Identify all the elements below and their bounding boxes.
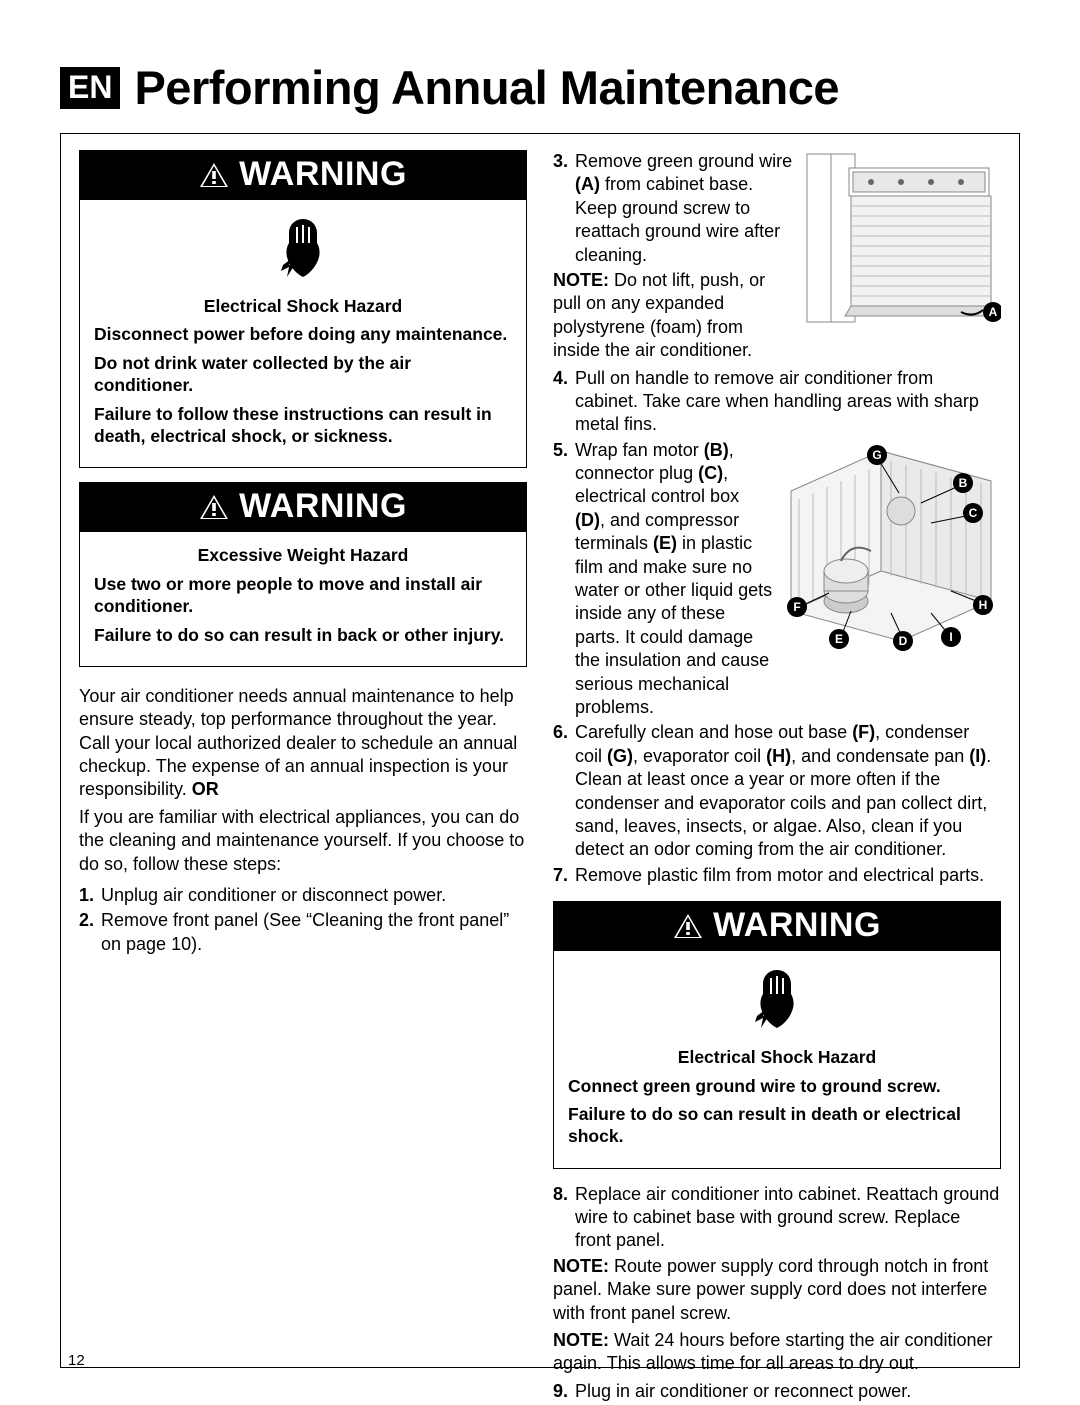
step-5: 5. Wrap fan motor (B), connector plug (C… [553,439,773,720]
page-title: Performing Annual Maintenance [134,60,839,115]
warning-body-1: Electrical Shock Hazard Disconnect power… [80,295,526,467]
figure-internals: G B C H I D E F [781,443,1001,653]
warning2-line-1: Failure to do so can result in back or o… [94,624,512,646]
svg-text:C: C [969,506,978,520]
step-9-block: 9. Plug in air conditioner or reconnect … [553,1380,1001,1403]
step-6: 6. Carefully clean and hose out base (F)… [553,721,1001,861]
step-7: 7. Remove plastic film from motor and el… [553,864,1001,887]
warning1-heading: Electrical Shock Hazard [94,295,512,317]
intro-p1: Your air conditioner needs annual mainte… [79,686,517,800]
warning-box-2: WARNING Excessive Weight Hazard Use two … [79,482,527,667]
svg-text:F: F [793,600,800,614]
intro-or: OR [192,779,219,799]
warning-bar: WARNING [554,902,1000,951]
svg-text:G: G [872,448,881,462]
title-row: EN Performing Annual Maintenance [60,60,1020,115]
warning-word: WARNING [239,155,407,194]
page-number: 12 [68,1352,85,1369]
note-3: NOTE: Wait 24 hours before starting the … [553,1329,1001,1376]
content-frame: WARNING Electrical Shock Hazard Disconne… [60,133,1020,1368]
alert-triangle-icon [199,494,229,520]
svg-text:I: I [949,630,952,644]
intro-text: Your air conditioner needs annual mainte… [79,685,527,876]
warning1-line-1: Do not drink water collected by the air … [94,352,512,397]
note-2: NOTE: Route power supply cord through no… [553,1255,1001,1325]
warning1-line-2: Failure to follow these instructions can… [94,403,512,448]
shock-hazard-icon [80,200,526,295]
step-4-block: 4. Pull on handle to remove air conditio… [553,367,1001,437]
step-3: 3. Remove green ground wire (A) from cab… [553,150,793,267]
step-6-block: 6. Carefully clean and hose out base (F)… [553,721,1001,887]
warning1-line-0: Disconnect power before doing any mainte… [94,323,512,345]
warning-word: WARNING [713,906,881,945]
svg-text:E: E [835,632,843,646]
warning-word: WARNING [239,487,407,526]
language-badge: EN [60,67,120,109]
left-column: WARNING Electrical Shock Hazard Disconne… [79,150,527,1405]
step-4: 4. Pull on handle to remove air conditio… [553,367,1001,437]
step-9: 9. Plug in air conditioner or reconnect … [553,1380,1001,1403]
warning-body-2: Excessive Weight Hazard Use two or more … [80,532,526,666]
shock-hazard-icon [554,951,1000,1046]
warning2-heading: Excessive Weight Hazard [94,544,512,566]
alert-triangle-icon [199,162,229,188]
svg-text:A: A [989,305,998,319]
step-2: 2. Remove front panel (See “Cleaning the… [79,909,527,956]
warning3-line-1: Failure to do so can result in death or … [568,1103,986,1148]
warning2-line-0: Use two or more people to move and insta… [94,573,512,618]
warning-body-3: Electrical Shock Hazard Connect green gr… [554,1046,1000,1168]
steps-left: 1. Unplug air conditioner or disconnect … [79,884,527,956]
warning-bar: WARNING [80,483,526,532]
svg-text:D: D [899,634,908,648]
warning3-heading: Electrical Shock Hazard [568,1046,986,1068]
warning3-line-0: Connect green ground wire to ground scre… [568,1075,986,1097]
warning-box-1: WARNING Electrical Shock Hazard Disconne… [79,150,527,468]
warning-box-3: WARNING Electrical Shock Hazard Connect … [553,901,1001,1169]
warning-bar: WARNING [80,151,526,200]
svg-text:H: H [979,598,988,612]
svg-text:B: B [959,476,968,490]
intro-p2: If you are familiar with electrical appl… [79,806,527,876]
figure-cabinet: A [801,150,1001,330]
right-column: A 3. Remove green ground wire (A) from c… [553,150,1001,1405]
step-8: 8. Replace air conditioner into cabinet.… [553,1183,1001,1253]
alert-triangle-icon [673,913,703,939]
step-8-block: 8. Replace air conditioner into cabinet.… [553,1183,1001,1253]
step-1: 1. Unplug air conditioner or disconnect … [79,884,527,907]
